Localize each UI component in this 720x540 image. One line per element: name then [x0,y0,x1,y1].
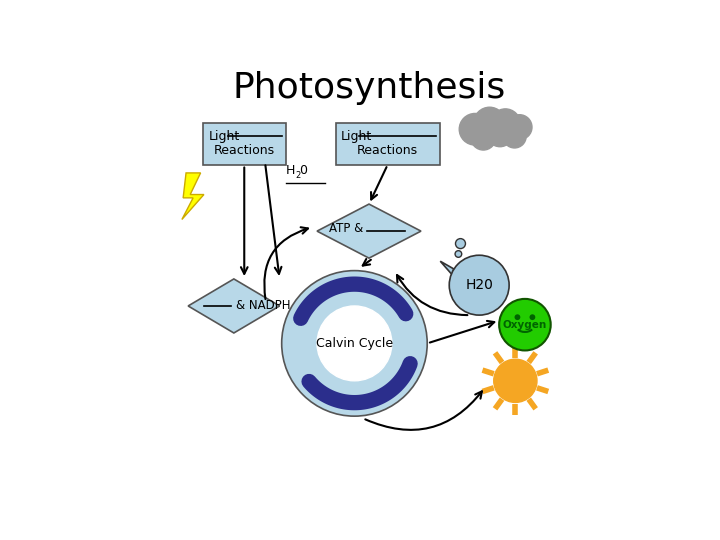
Circle shape [282,271,427,416]
Circle shape [459,113,491,145]
Polygon shape [440,261,454,276]
Text: 0: 0 [300,164,307,177]
FancyBboxPatch shape [336,123,440,165]
Text: & NADPH: & NADPH [236,300,290,313]
Text: Reactions: Reactions [214,144,275,157]
Circle shape [494,359,537,402]
Circle shape [471,125,496,150]
Polygon shape [317,204,421,258]
Circle shape [507,114,532,140]
Circle shape [317,306,392,381]
Text: H20: H20 [466,278,494,292]
FancyArrowPatch shape [264,227,308,299]
FancyArrowPatch shape [397,275,467,315]
FancyBboxPatch shape [203,123,286,165]
Ellipse shape [449,255,509,315]
Polygon shape [182,173,204,219]
Circle shape [455,251,462,258]
Circle shape [487,120,513,147]
Text: Photosynthesis: Photosynthesis [233,71,505,105]
Text: H: H [286,164,295,177]
Text: Light: Light [209,130,240,143]
Circle shape [503,125,526,148]
Circle shape [456,239,465,248]
Text: 2: 2 [295,171,300,180]
Text: Reactions: Reactions [357,144,418,157]
Text: ATP &: ATP & [330,222,364,235]
Circle shape [515,314,521,320]
Polygon shape [188,279,279,333]
Circle shape [529,314,536,320]
FancyArrowPatch shape [365,392,482,430]
Circle shape [474,107,505,139]
Text: Oxygen: Oxygen [503,320,547,330]
Text: Light: Light [341,130,372,143]
Circle shape [490,109,521,139]
Circle shape [499,299,551,350]
Text: Calvin Cycle: Calvin Cycle [316,337,393,350]
